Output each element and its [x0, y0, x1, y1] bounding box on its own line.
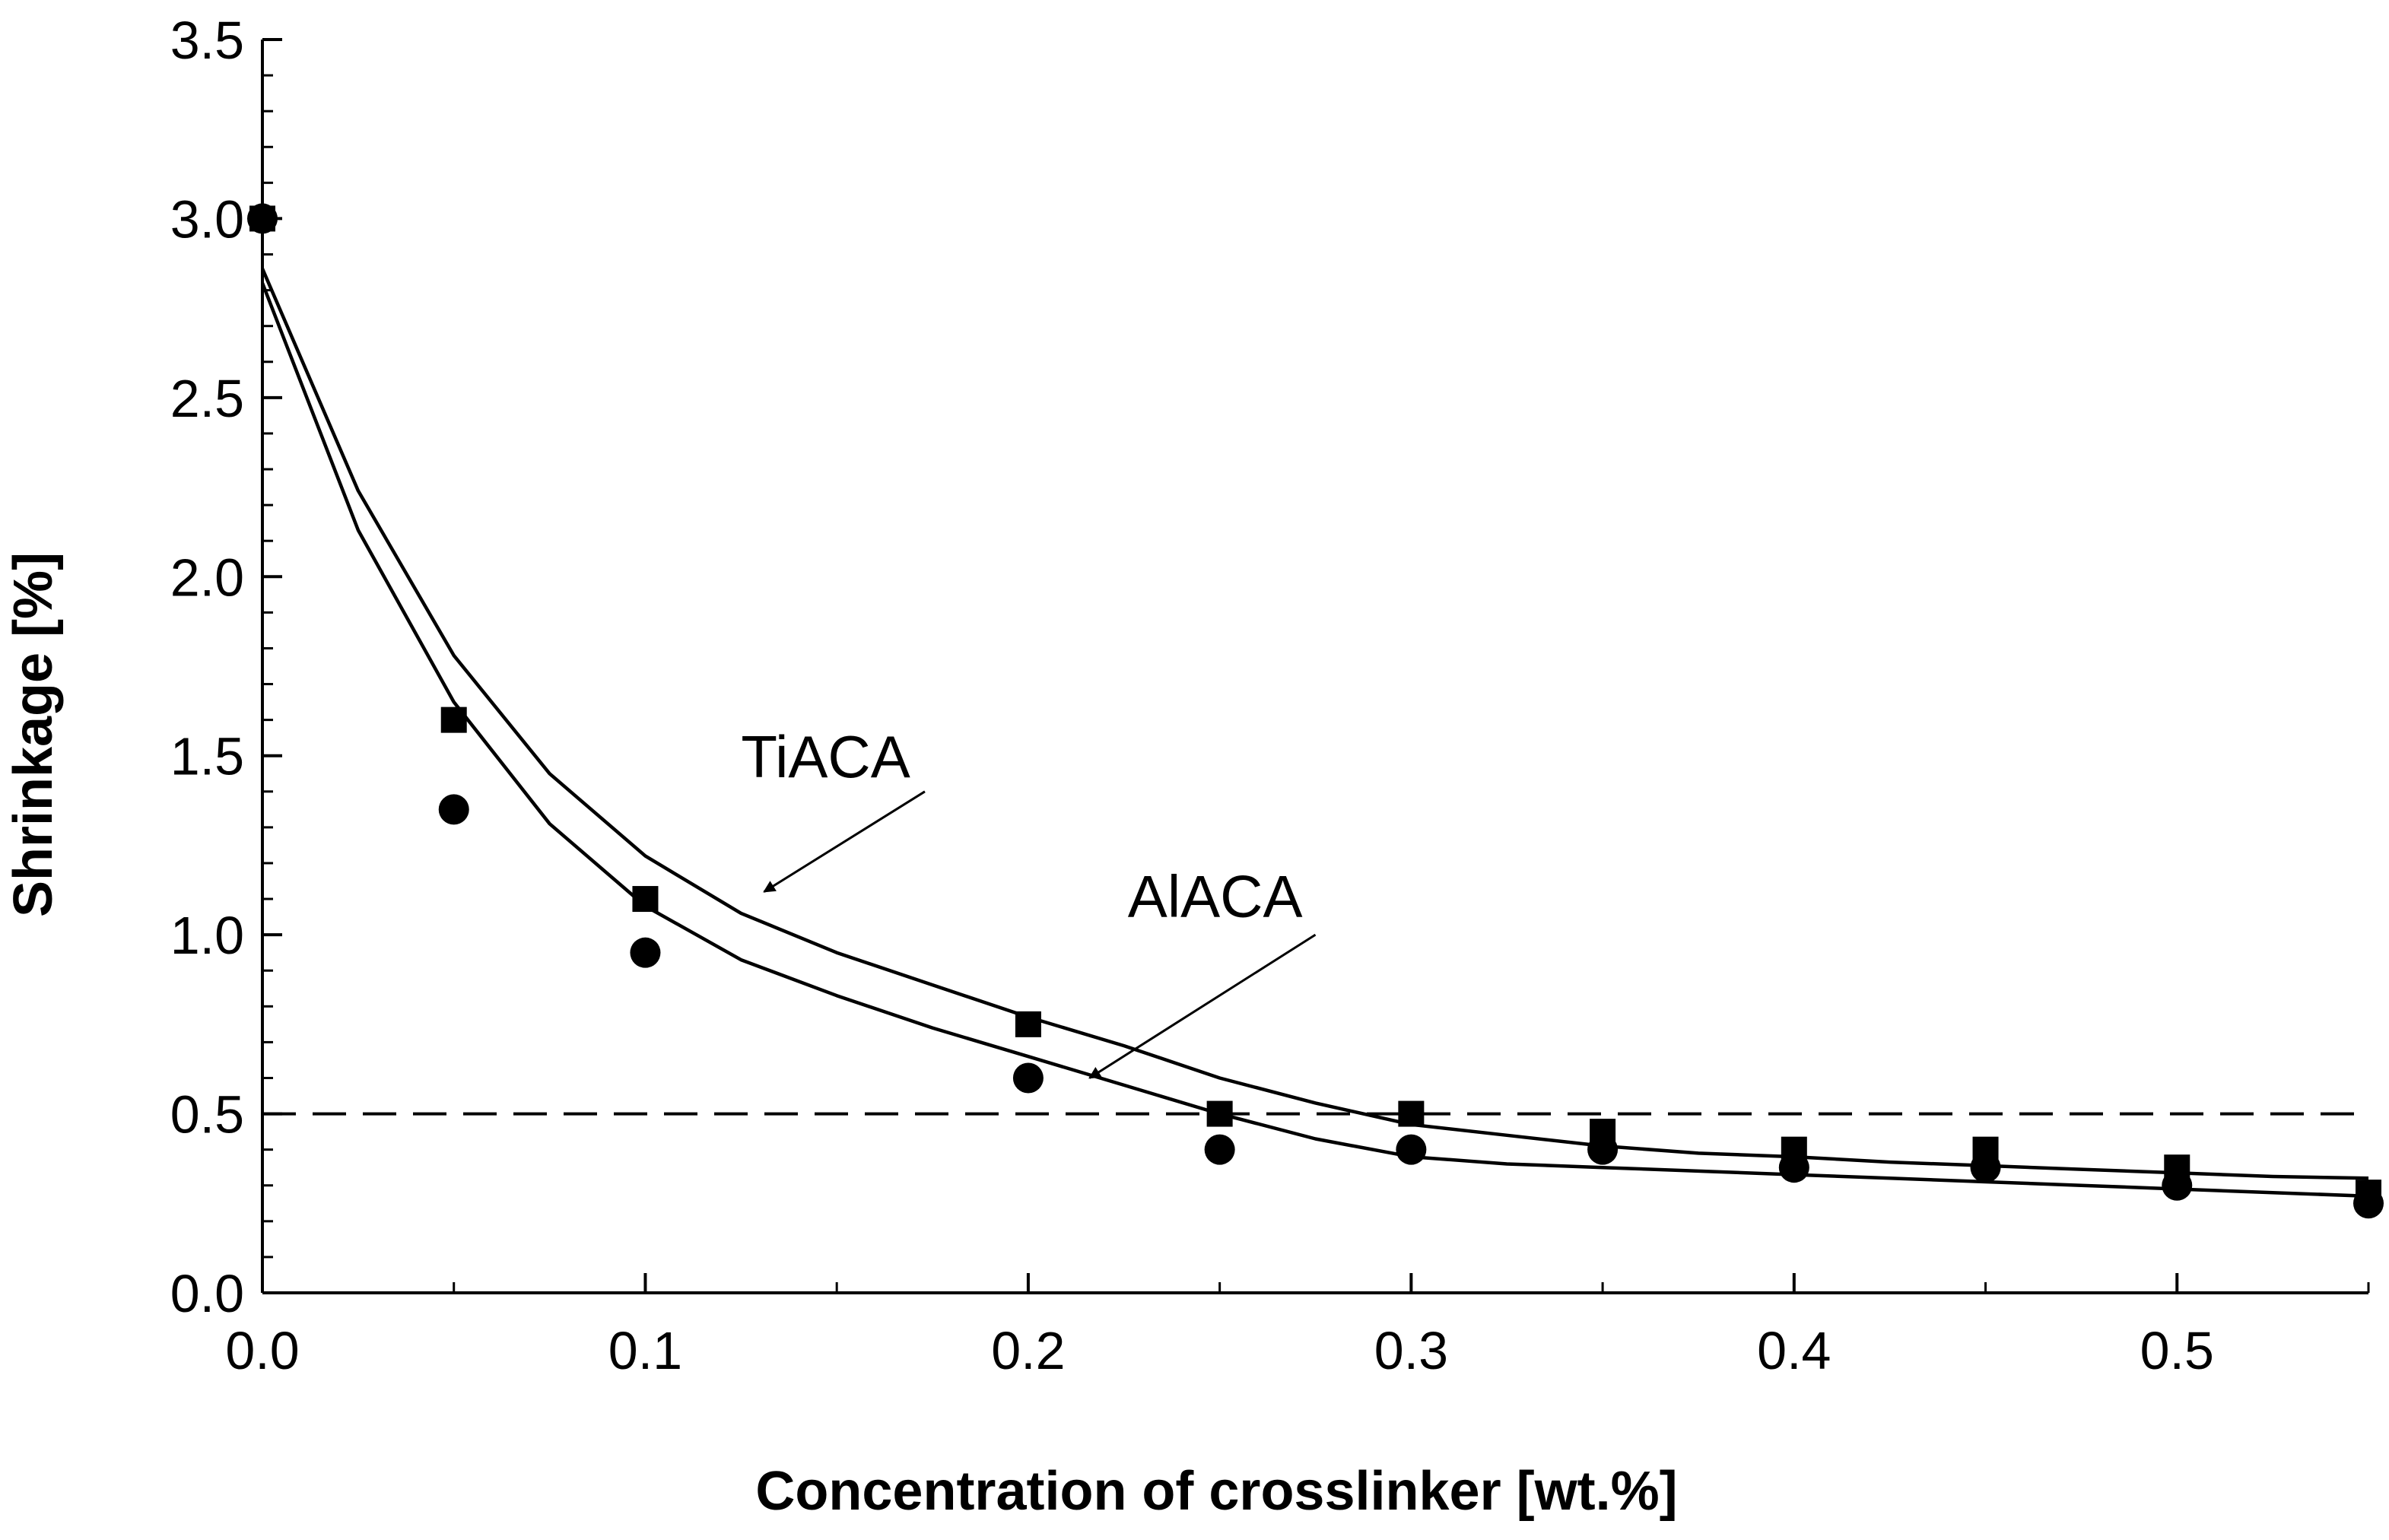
point-alaca [1012, 1062, 1044, 1094]
x-tick-label: 0.4 [1757, 1321, 1831, 1380]
point-alaca [1204, 1134, 1235, 1165]
point-tiaca [1015, 1011, 1041, 1037]
fit-curves [260, 268, 2369, 1199]
y-tick-label: 0.5 [170, 1085, 244, 1145]
y-tick-label: 3.0 [170, 189, 244, 249]
point-alaca [1396, 1134, 1427, 1165]
x-axis-title: Concentration of crosslinker [wt.%] [755, 1461, 1677, 1522]
y-axis-title: Shrinkage [%] [3, 552, 64, 917]
annotation-arrow-alaca [1088, 933, 1317, 1079]
point-alaca [1970, 1152, 2001, 1183]
point-alaca [2353, 1188, 2384, 1219]
y-tick-label: 1.0 [170, 906, 244, 965]
point-tiaca [632, 886, 659, 913]
data-points [247, 203, 2384, 1219]
annotation-label-alaca: AlACA [1128, 863, 1303, 930]
point-alaca [1778, 1152, 1809, 1183]
annotation-arrow-tiaca [763, 790, 926, 893]
point-tiaca [1206, 1100, 1233, 1127]
x-tick-label: 0.1 [608, 1321, 682, 1380]
y-tick-label: 1.5 [170, 727, 244, 786]
x-tick-label: 0.5 [2140, 1321, 2214, 1380]
point-alaca [2162, 1170, 2193, 1201]
annotation-label-tiaca: TiACA [741, 723, 910, 790]
y-tick-label: 2.0 [170, 548, 244, 607]
point-alaca [438, 794, 469, 825]
x-tick-label: 0.2 [991, 1321, 1065, 1380]
fit-curve-alaca [260, 282, 2369, 1199]
point-alaca [1587, 1134, 1619, 1165]
point-tiaca [440, 706, 467, 733]
y-tick-label: 2.5 [170, 369, 244, 428]
fit-curve-tiaca [260, 268, 2369, 1180]
point-alaca [630, 937, 661, 968]
x-tick-label: 0.3 [1374, 1321, 1448, 1380]
annotations: TiACA AlACA [741, 723, 1317, 1079]
y-tick-label: 3.5 [170, 11, 244, 70]
axes: 0.0 0.5 1.0 1.5 2.0 2.5 3.0 3.5 0.0 0.1 0.2 0.3 0.4 0… [3, 11, 2370, 1522]
y-tick-label: 0.0 [170, 1264, 244, 1323]
x-tick-label: 0.0 [225, 1321, 299, 1380]
point-tiaca [1398, 1100, 1425, 1127]
